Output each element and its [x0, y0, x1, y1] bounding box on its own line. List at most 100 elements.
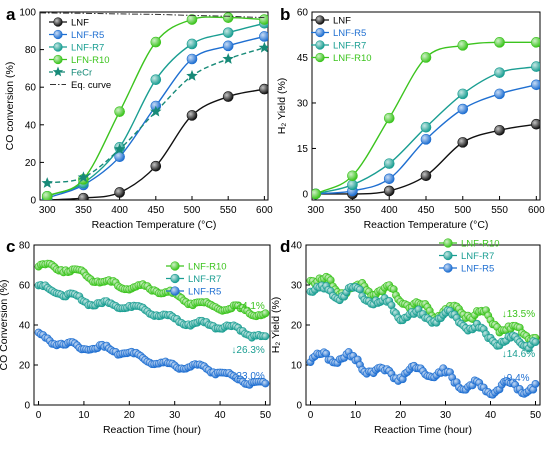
y-tick-label: 30 — [297, 98, 309, 109]
legend-marker — [52, 66, 64, 77]
legend-item: LNF-R10 — [311, 52, 372, 64]
y-tick-label: 15 — [297, 144, 309, 155]
data-point — [531, 37, 540, 48]
legend-label: LNF — [333, 16, 351, 27]
y-tick-label: 60 — [19, 281, 31, 292]
plot-area — [34, 259, 270, 389]
data-point — [261, 309, 270, 318]
data-point — [186, 69, 198, 81]
data-point — [494, 124, 505, 136]
x-tick-label: 30 — [440, 410, 452, 421]
legend-label: LNF-R5 — [71, 30, 104, 41]
y-tick-label: 60 — [297, 8, 309, 19]
y-tick-label: 0 — [296, 401, 302, 412]
series-fecr — [41, 41, 268, 188]
plot-area — [306, 272, 540, 399]
legend-marker — [53, 17, 63, 27]
x-tick-label: 50 — [530, 410, 542, 421]
legend-label: LNF-R10 — [461, 239, 500, 250]
data-point — [261, 379, 270, 388]
x-tick-label: 300 — [307, 205, 324, 216]
legend-item: LNF-R7 — [166, 273, 221, 285]
x-tick-label: 10 — [78, 410, 90, 421]
panel-letter-b: b — [280, 5, 290, 24]
data-point — [347, 179, 358, 191]
legend-item: LNF-R7 — [49, 42, 104, 54]
panel-b: b 300 350 400 450 500 550 600 0 15 30 45 60 Reaction … — [276, 5, 545, 231]
x-tick-label: 30 — [169, 410, 181, 421]
x-tick-label: 350 — [75, 205, 92, 216]
legend-marker — [170, 261, 180, 271]
y-tick-label: 0 — [302, 189, 308, 200]
y-tick-label: 10 — [291, 361, 303, 372]
data-point — [531, 380, 540, 388]
y-tick-label: 30 — [291, 281, 303, 292]
y-tick-label: 80 — [25, 45, 37, 56]
legend-item: LNF-R7 — [439, 250, 494, 262]
legend-item: LNF-R5 — [166, 286, 221, 298]
x-tick-label: 450 — [147, 205, 164, 216]
legend-item: LNF-R7 — [311, 40, 366, 52]
legend-label: LNF-R7 — [461, 251, 494, 262]
legend-label: LNF-R7 — [188, 274, 221, 285]
data-point — [150, 160, 162, 172]
data-point — [222, 53, 234, 64]
legend-marker — [170, 286, 180, 296]
legend-label: LNF-R7 — [333, 41, 366, 52]
legend-item: LNF-R5 — [49, 29, 104, 41]
y-tick-label: 80 — [19, 241, 31, 252]
data-point — [457, 137, 469, 148]
x-tick-label: 600 — [528, 205, 545, 216]
data-point — [114, 187, 125, 198]
legend-label: LFN-R10 — [71, 55, 110, 66]
y-tick-label: 20 — [25, 158, 37, 169]
legend-item: Eq. curve — [50, 80, 111, 91]
series-lnf-r7 — [306, 281, 540, 353]
legend-label: LNF-R7 — [71, 43, 104, 54]
data-point — [457, 40, 469, 51]
y-tick-label: 20 — [291, 321, 303, 332]
legend-marker — [443, 263, 453, 273]
legend-marker — [53, 29, 63, 40]
data-point — [77, 171, 90, 183]
data-point — [186, 38, 198, 50]
x-tick-label: 40 — [485, 410, 497, 421]
x-tick-label: 10 — [350, 410, 362, 421]
data-point — [531, 61, 540, 72]
data-point — [222, 91, 234, 102]
data-point — [258, 41, 268, 53]
data-point — [41, 177, 53, 188]
annotation: ↓9.4% — [502, 373, 530, 384]
data-point — [383, 185, 395, 197]
series-lnf-r7 — [34, 281, 270, 342]
y-tick-label: 0 — [30, 196, 36, 207]
legend-marker — [53, 54, 63, 65]
x-tick-label: 50 — [260, 410, 272, 421]
legend-item: LNF — [311, 15, 351, 27]
x-tick-label: 400 — [381, 205, 398, 216]
data-point — [222, 12, 234, 23]
data-point — [222, 40, 234, 52]
plot-area — [312, 37, 540, 200]
x-tick-label: 40 — [215, 410, 227, 421]
panel-letter-a: a — [6, 5, 16, 24]
data-point — [457, 103, 469, 115]
data-point — [531, 338, 540, 347]
data-point — [186, 110, 198, 121]
y-tick-label: 45 — [297, 53, 309, 64]
x-tick-label: 500 — [454, 205, 471, 216]
y-tick-label: 40 — [25, 120, 37, 131]
legend-item: LNF-R5 — [439, 263, 494, 275]
legend-marker — [315, 27, 325, 38]
legend-label: Eq. curve — [71, 80, 111, 91]
data-point — [78, 192, 89, 200]
legend-marker — [315, 40, 325, 50]
annotation: ↓13.5% — [502, 309, 535, 320]
x-axis-title: Reaction Time (hour) — [103, 424, 201, 436]
data-point — [186, 53, 198, 65]
x-tick-label: 20 — [124, 410, 136, 421]
annotation: ↓24.1% — [231, 301, 264, 312]
legend-item: LNF-R10 — [166, 261, 227, 273]
